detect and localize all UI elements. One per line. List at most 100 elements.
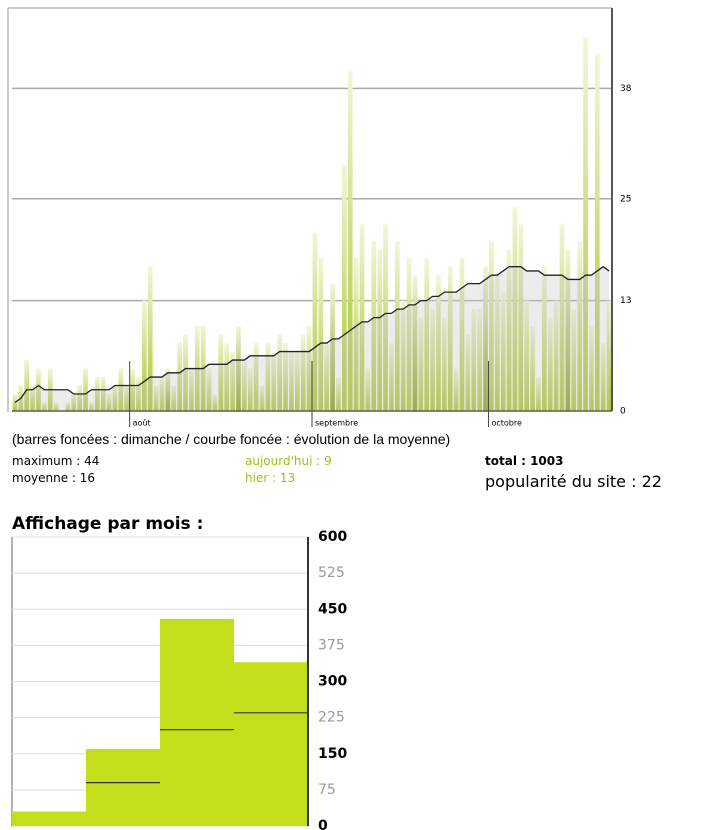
bar bbox=[512, 207, 518, 411]
bar bbox=[83, 368, 88, 411]
bar bbox=[589, 326, 594, 411]
bar bbox=[406, 258, 412, 411]
bar bbox=[312, 232, 318, 411]
bar bbox=[259, 385, 265, 411]
bar bbox=[453, 368, 459, 411]
bar bbox=[583, 37, 588, 412]
bar bbox=[206, 368, 212, 411]
bar bbox=[359, 224, 365, 411]
bar bbox=[594, 54, 600, 411]
bar bbox=[53, 402, 59, 411]
bar bbox=[277, 334, 282, 411]
bar bbox=[394, 241, 400, 411]
bar bbox=[483, 266, 488, 411]
bar bbox=[212, 394, 218, 411]
bar bbox=[518, 224, 524, 411]
bar bbox=[383, 224, 388, 411]
bar bbox=[389, 343, 394, 411]
bar bbox=[236, 326, 241, 411]
stat: aujourd'hui : 9 bbox=[245, 454, 332, 468]
bar bbox=[430, 309, 435, 411]
bar bbox=[530, 326, 535, 411]
bar bbox=[218, 334, 224, 411]
bar bbox=[160, 618, 234, 826]
bar bbox=[465, 334, 471, 411]
bar bbox=[306, 326, 312, 411]
bar bbox=[571, 309, 577, 411]
bar bbox=[536, 377, 541, 411]
y-tick-label: 600 bbox=[318, 529, 347, 545]
bar bbox=[553, 300, 559, 411]
bar bbox=[524, 300, 530, 411]
bar bbox=[506, 249, 512, 411]
bar bbox=[342, 164, 347, 411]
bar bbox=[424, 258, 430, 411]
bar bbox=[494, 275, 500, 411]
bar bbox=[347, 71, 353, 411]
bar bbox=[183, 334, 188, 411]
y-tick-label: 225 bbox=[318, 710, 345, 726]
bar bbox=[189, 368, 194, 411]
bar bbox=[106, 394, 112, 411]
average-line bbox=[14, 265, 610, 404]
bar bbox=[94, 377, 100, 411]
bar bbox=[353, 258, 359, 411]
bar bbox=[283, 343, 288, 411]
bar bbox=[330, 283, 335, 411]
bar bbox=[577, 241, 582, 411]
bar bbox=[242, 360, 247, 411]
bar bbox=[42, 402, 47, 411]
bar bbox=[365, 368, 371, 411]
y-tick-label: 375 bbox=[318, 637, 345, 653]
stat: hier : 13 bbox=[245, 471, 296, 485]
bar bbox=[30, 385, 35, 411]
y-tick-label: 0 bbox=[318, 818, 328, 830]
bar bbox=[477, 309, 482, 411]
x-tick-label: octobre bbox=[491, 419, 522, 428]
bar bbox=[89, 402, 94, 411]
bar bbox=[177, 343, 182, 411]
bar bbox=[412, 275, 418, 411]
stat: moyenne : 16 bbox=[12, 471, 96, 485]
bar bbox=[65, 402, 71, 411]
bar bbox=[159, 377, 165, 411]
bar bbox=[165, 368, 171, 411]
bar bbox=[289, 351, 294, 411]
y-tick-label: 75 bbox=[318, 782, 336, 798]
x-tick-label: septembre bbox=[315, 419, 358, 428]
bar bbox=[112, 385, 118, 411]
bar bbox=[124, 385, 130, 411]
bar bbox=[118, 368, 124, 411]
y-tick-label: 525 bbox=[318, 565, 345, 581]
bar bbox=[500, 292, 506, 411]
bar bbox=[36, 368, 41, 411]
caption: (barres foncées : dimanche / courbe fonc… bbox=[12, 431, 451, 447]
average-area bbox=[14, 266, 610, 411]
bar bbox=[224, 343, 230, 411]
bar bbox=[447, 266, 453, 411]
bar bbox=[400, 300, 406, 411]
bar bbox=[271, 351, 277, 411]
bar bbox=[247, 368, 253, 411]
y-tick-label: 150 bbox=[318, 746, 347, 762]
bar bbox=[12, 811, 86, 826]
y-tick-label: 25 bbox=[620, 194, 631, 204]
chart-title: Affichage par mois : bbox=[12, 514, 203, 534]
bar bbox=[336, 377, 341, 411]
bar bbox=[142, 300, 147, 411]
bar bbox=[253, 343, 259, 411]
y-tick-label: 450 bbox=[318, 601, 347, 617]
bar bbox=[136, 377, 141, 411]
bar bbox=[371, 241, 377, 411]
bar bbox=[318, 258, 324, 411]
bar bbox=[442, 317, 447, 411]
bar bbox=[234, 662, 308, 826]
bar bbox=[86, 748, 160, 826]
y-tick-label: 38 bbox=[620, 84, 632, 94]
y-tick-label: 300 bbox=[318, 674, 347, 690]
stat: popularité du site : 22 bbox=[485, 472, 662, 491]
bar bbox=[436, 275, 441, 411]
bar bbox=[147, 266, 153, 411]
